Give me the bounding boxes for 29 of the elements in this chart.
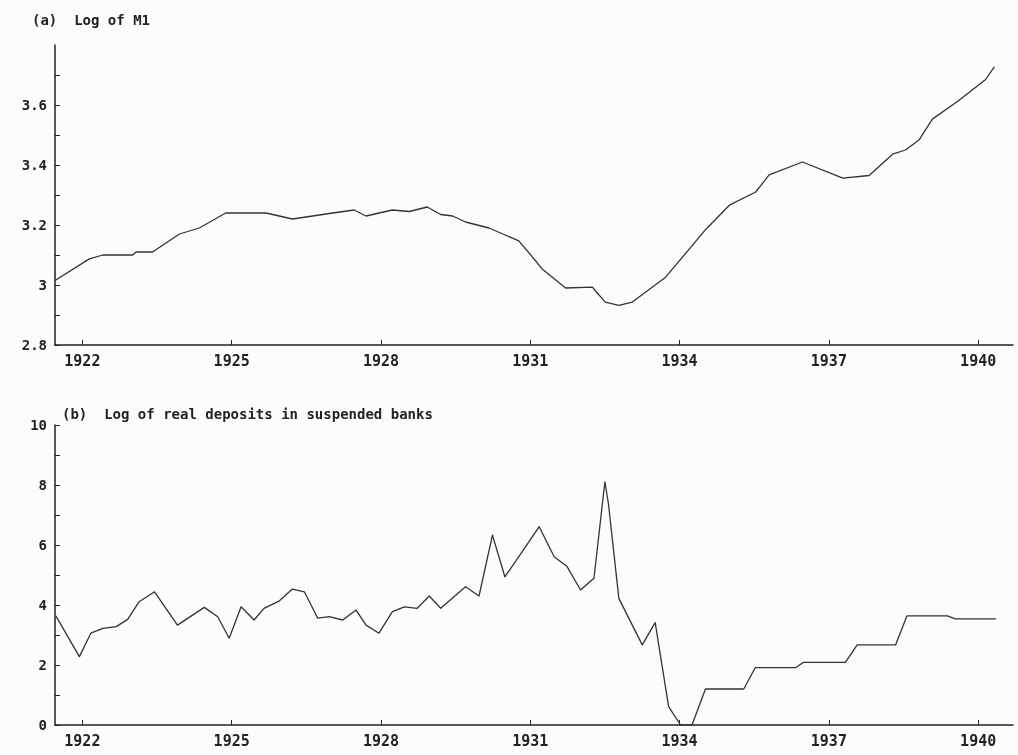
x-tick-label: 1937 (810, 731, 847, 750)
y-tick-label: 3.2 (21, 217, 47, 233)
x-tick-label: 1931 (512, 351, 549, 370)
y-tick-label: 10 (30, 417, 47, 433)
y-tick-label: 3.4 (21, 157, 47, 173)
x-tick-label: 1931 (512, 731, 549, 750)
x-tick-label: 1925 (213, 731, 250, 750)
chart-title: (b) Log of real deposits in suspended banks (62, 406, 433, 422)
x-tick-label: 1922 (64, 731, 101, 750)
x-tick-label: 1928 (362, 351, 400, 370)
x-tick-label: 1922 (64, 351, 101, 370)
x-tick-label: 1937 (810, 351, 847, 370)
y-tick-label: 6 (38, 537, 47, 553)
y-tick-label: 4 (38, 597, 47, 613)
x-tick-label: 1928 (362, 731, 400, 750)
line-series (55, 481, 997, 726)
y-tick-label: 2.8 (21, 337, 47, 353)
y-tick-label: 3.6 (21, 97, 47, 113)
chart-title: (a) Log of M1 (32, 12, 151, 28)
x-tick-label: 1925 (213, 351, 250, 370)
line-series (54, 66, 995, 307)
x-tick-label: 1934 (661, 731, 698, 750)
x-tick-label: 1940 (960, 351, 997, 370)
y-tick-label: 8 (38, 477, 47, 493)
y-tick-label: 2 (38, 657, 47, 673)
x-tick-label: 1940 (960, 731, 997, 750)
y-tick-label: 3 (38, 277, 47, 293)
x-tick-label: 1934 (661, 351, 698, 370)
y-tick-label: 0 (38, 717, 47, 733)
